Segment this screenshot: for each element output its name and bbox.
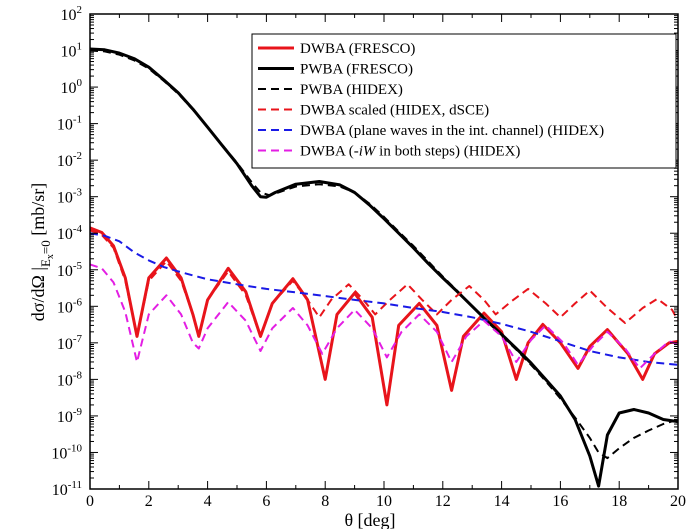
legend-label-4: DWBA scaled (HIDEX, dSCE) (300, 103, 489, 119)
y-axis-label: dσ/dΩ |Ex=0 [mb/sr] (28, 183, 56, 321)
y-tick-label: 10-11 (52, 479, 82, 499)
x-tick-label: 0 (86, 493, 94, 510)
y-axis-label-unit: [mb/sr] (28, 183, 48, 241)
legend-label-2: PWBA (FRESCO) (300, 62, 413, 78)
x-tick-label: 20 (670, 493, 686, 510)
x-tick-label: 18 (611, 493, 627, 510)
y-tick-label: 100 (61, 77, 83, 97)
y-tick-label: 10-1 (57, 114, 82, 134)
series-line-4 (90, 229, 678, 338)
legend-label-6: DWBA (-iW in both steps) (HIDEX) (300, 144, 520, 160)
x-tick-label: 2 (145, 493, 153, 510)
x-tick-label: 14 (494, 493, 510, 510)
y-tick-label: 10-7 (57, 333, 83, 353)
x-tick-label: 6 (262, 493, 270, 510)
y-tick-label: 10-9 (57, 406, 83, 426)
y-tick-label: 10-6 (57, 296, 83, 316)
legend-label-3: PWBA (HIDEX) (300, 82, 403, 98)
legend-label-5: DWBA (plane waves in the int. channel) (… (300, 123, 604, 139)
x-axis-label: θ [deg] (344, 510, 395, 529)
series-line-6 (90, 263, 678, 370)
series-line-3 (90, 49, 678, 460)
y-tick-label: 10-2 (57, 150, 82, 170)
x-tick-label: 16 (552, 493, 568, 510)
x-tick-label: 8 (321, 493, 329, 510)
y-axis-label-sub: E (38, 259, 53, 267)
y-tick-label: 10-4 (57, 223, 83, 243)
legend: DWBA (FRESCO) PWBA (FRESCO) PWBA (HIDEX) DW… (251, 33, 677, 169)
y-tick-label: 102 (61, 4, 83, 24)
legend-box (251, 33, 677, 169)
y-tick-label: 101 (61, 41, 83, 61)
legend-label-1: DWBA (FRESCO) (300, 41, 415, 57)
x-tick-label: 12 (435, 493, 451, 510)
y-axis-label-main: dσ/dΩ | (28, 267, 48, 321)
y-axis-label-subeq: =0 (38, 240, 53, 254)
y-tick-label: 10-3 (57, 187, 83, 207)
x-tick-label: 4 (204, 493, 212, 510)
series-layer (90, 47, 678, 488)
y-tick-label: 10-5 (57, 260, 83, 280)
ticks-layer: 0 2 4 6 8 10 12 14 16 18 20 10-11 10-10 10-9 10-8 10-7 1… (51, 4, 686, 510)
y-tick-label: 10-8 (57, 369, 83, 389)
x-tick-label: 10 (376, 493, 392, 510)
y-tick-label: 10-10 (51, 442, 82, 462)
y-axis-label-subsub: x (45, 254, 56, 259)
svg-text:dσ/dΩ |Ex=0 [mb/sr]: dσ/dΩ |Ex=0 [mb/sr] (28, 183, 56, 321)
